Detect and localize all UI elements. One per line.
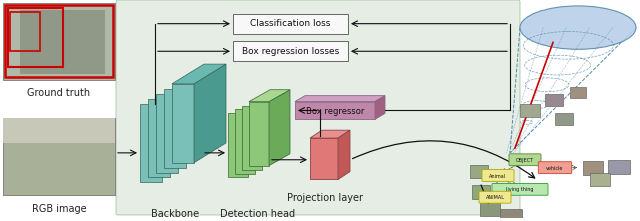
Text: OBJECT: OBJECT bbox=[516, 158, 534, 163]
Polygon shape bbox=[172, 64, 226, 84]
Bar bbox=[242, 105, 262, 170]
Bar bbox=[233, 41, 348, 61]
FancyBboxPatch shape bbox=[509, 154, 541, 166]
Bar bbox=[555, 113, 573, 125]
Text: Backbone: Backbone bbox=[151, 209, 199, 219]
Bar bbox=[172, 84, 194, 163]
Text: Box regression losses: Box regression losses bbox=[242, 47, 339, 56]
FancyBboxPatch shape bbox=[3, 118, 115, 195]
Bar bbox=[233, 14, 348, 34]
Bar bbox=[608, 160, 630, 173]
Text: Box regressor: Box regressor bbox=[306, 107, 364, 116]
Bar bbox=[480, 200, 500, 216]
Bar bbox=[164, 89, 186, 168]
Bar bbox=[140, 104, 162, 182]
FancyBboxPatch shape bbox=[482, 170, 514, 181]
Polygon shape bbox=[295, 96, 385, 102]
Bar bbox=[8, 8, 63, 67]
Bar bbox=[148, 99, 170, 177]
Text: Classification loss: Classification loss bbox=[250, 19, 331, 28]
Bar bbox=[520, 104, 540, 117]
Polygon shape bbox=[194, 64, 226, 163]
Bar bbox=[295, 102, 375, 119]
Polygon shape bbox=[269, 90, 290, 166]
Polygon shape bbox=[310, 130, 350, 138]
Bar bbox=[228, 113, 248, 177]
Bar bbox=[583, 161, 603, 175]
Polygon shape bbox=[249, 90, 290, 102]
Bar bbox=[310, 138, 338, 179]
Text: Animal: Animal bbox=[490, 173, 507, 179]
Bar bbox=[156, 94, 178, 173]
Polygon shape bbox=[338, 130, 350, 179]
FancyBboxPatch shape bbox=[116, 0, 520, 215]
Bar bbox=[472, 185, 490, 199]
Polygon shape bbox=[375, 96, 385, 119]
FancyBboxPatch shape bbox=[492, 183, 548, 195]
Text: living thing: living thing bbox=[506, 187, 534, 192]
FancyBboxPatch shape bbox=[3, 3, 115, 80]
Bar bbox=[590, 173, 610, 186]
Ellipse shape bbox=[520, 6, 636, 49]
Bar bbox=[249, 102, 269, 166]
Bar bbox=[5, 5, 113, 77]
Bar bbox=[235, 109, 255, 173]
Text: Projection layer: Projection layer bbox=[287, 193, 363, 203]
Bar bbox=[470, 165, 488, 179]
FancyBboxPatch shape bbox=[3, 118, 115, 143]
Bar bbox=[10, 12, 40, 51]
FancyBboxPatch shape bbox=[538, 162, 572, 173]
FancyBboxPatch shape bbox=[20, 10, 105, 74]
Text: ANIMAL: ANIMAL bbox=[486, 195, 504, 200]
Text: Ground truth: Ground truth bbox=[28, 88, 91, 98]
FancyBboxPatch shape bbox=[479, 191, 511, 203]
Bar bbox=[500, 209, 522, 221]
Bar bbox=[570, 87, 586, 98]
Text: RGB image: RGB image bbox=[32, 204, 86, 214]
Bar bbox=[545, 94, 563, 105]
Text: Detection head: Detection head bbox=[220, 209, 296, 219]
Text: vehicle: vehicle bbox=[547, 166, 564, 171]
